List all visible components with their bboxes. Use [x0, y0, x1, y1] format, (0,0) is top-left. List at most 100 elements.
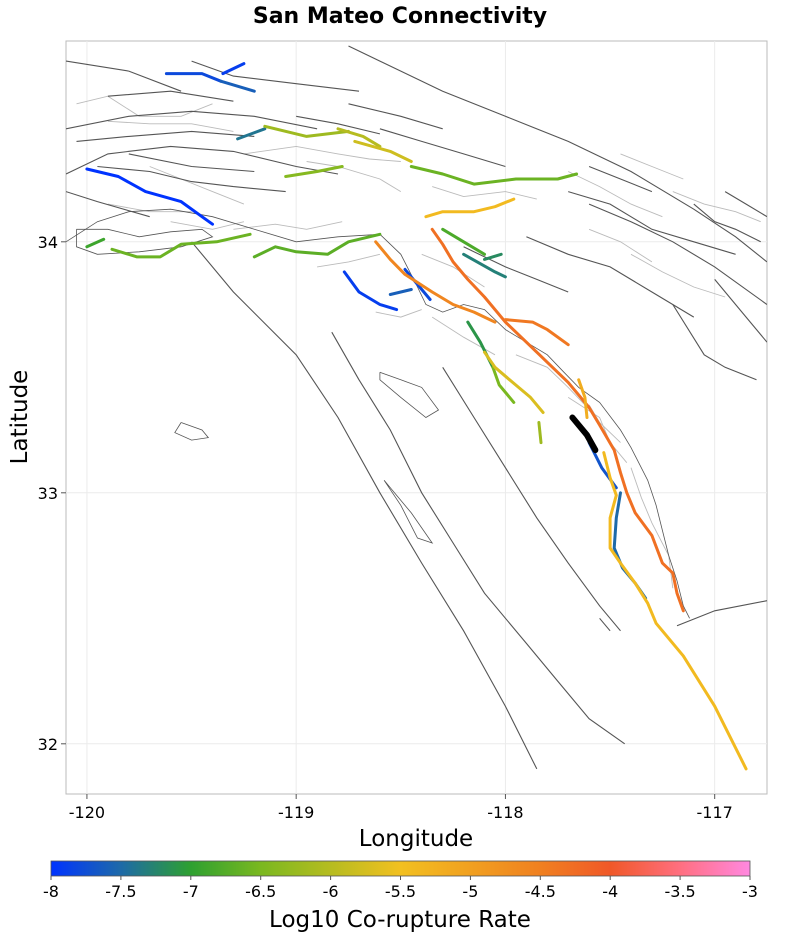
x-axis-ticks: -120 -119 -118 -117 — [69, 794, 733, 822]
corupture-fault-section — [577, 378, 589, 419]
corupture-fault-section — [537, 421, 543, 445]
background-fault — [599, 617, 611, 632]
background-fault — [588, 165, 653, 193]
background-fault — [296, 115, 381, 135]
source-fault-san-mateo — [569, 414, 599, 454]
colorbar-tick-label: -8 — [43, 882, 59, 901]
corupture-fault-section — [110, 232, 252, 259]
subsection-trace — [233, 221, 343, 230]
corupture-fault-section — [424, 197, 516, 219]
corupture-fault-section — [236, 127, 267, 141]
background-fault — [672, 304, 757, 381]
corupture-fault-section — [441, 227, 486, 256]
background-fault — [128, 153, 255, 173]
colorbar-tick-label: -3.5 — [664, 882, 695, 901]
subsection-trace — [672, 191, 761, 223]
y-axis-label: Latitude — [7, 370, 33, 465]
corupture-fault-section — [462, 252, 507, 279]
source-fault-layer — [569, 414, 599, 454]
subsection-trace — [630, 253, 726, 298]
corupture-fault-section — [85, 167, 214, 226]
y-tick-label: 32 — [38, 735, 58, 754]
background-fault — [693, 203, 761, 243]
subsection-trace — [568, 171, 663, 218]
corupture-fault-section — [388, 288, 413, 296]
background-fault — [442, 367, 621, 632]
subsection-layer — [76, 95, 761, 589]
corupture-fault-section — [342, 270, 399, 312]
background-fault — [724, 191, 767, 218]
coastline-trace — [379, 371, 440, 418]
colorbar-tick-label: -3 — [742, 882, 758, 901]
background-fault — [66, 110, 318, 130]
colorbar-tick-label: -6.5 — [245, 882, 276, 901]
map-title: San Mateo Connectivity — [253, 4, 547, 29]
corupture-fault-section — [252, 232, 382, 259]
subsection-trace — [170, 221, 245, 230]
background-fault — [191, 60, 360, 92]
background-fault — [379, 128, 506, 168]
background-fault — [191, 241, 538, 770]
coastline-trace — [383, 480, 434, 544]
corupture-fault-section — [503, 318, 570, 347]
subsection-trace — [317, 253, 381, 268]
colorbar-tick-label: -6 — [323, 882, 339, 901]
colored-fault-layer — [85, 62, 748, 771]
background-fault — [526, 236, 695, 318]
background-fault — [463, 246, 569, 293]
background-fault — [588, 203, 767, 305]
subsection-trace — [375, 309, 422, 318]
subsection-trace — [421, 253, 485, 288]
subsection-trace — [243, 145, 401, 162]
background-fault — [568, 191, 736, 255]
x-tick-label: -119 — [278, 803, 314, 822]
corupture-fault-section — [602, 451, 748, 771]
colorbar-tick-label: -4.5 — [525, 882, 556, 901]
colorbar-ticks: -8 -7.5 -7 -6.5 -6 -5.5 -5 -4.5 -4 -3.5 -3 — [43, 876, 758, 901]
x-tick-label: -118 — [487, 803, 523, 822]
y-tick-label: 33 — [38, 484, 58, 503]
corupture-fault-section — [483, 350, 545, 414]
corupture-fault-section — [353, 139, 413, 163]
colorbar-label: Log10 Co-rupture Rate — [269, 907, 531, 933]
background-fault — [66, 191, 150, 218]
background-fault — [107, 90, 234, 102]
subsection-trace — [76, 95, 213, 117]
corupture-fault-section — [284, 165, 344, 178]
background-fault — [76, 130, 255, 142]
background-fault-layer — [66, 45, 767, 770]
corupture-fault-section — [336, 127, 382, 148]
colorbar-tick-label: -7 — [183, 882, 199, 901]
background-fault — [714, 279, 767, 343]
subsection-trace — [107, 120, 234, 132]
coastline-trace — [174, 422, 210, 441]
corupture-fault-section — [403, 267, 432, 301]
colorbar-tick-label: -5.5 — [385, 882, 416, 901]
coastline-trace — [76, 228, 214, 255]
colorbar-tick-label: -4 — [602, 882, 618, 901]
background-fault — [676, 600, 767, 627]
subsection-trace — [630, 467, 674, 589]
x-tick-label: -120 — [69, 803, 105, 822]
subsection-trace — [306, 161, 402, 192]
background-fault — [66, 145, 339, 175]
coastline-layer — [66, 208, 690, 619]
corupture-fault-section — [221, 62, 246, 76]
corupture-fault-section — [483, 252, 503, 261]
x-tick-label: -117 — [697, 803, 733, 822]
background-fault — [97, 165, 286, 193]
background-fault — [348, 103, 443, 130]
map-layers — [66, 45, 767, 771]
background-fault — [66, 60, 182, 92]
corupture-fault-section — [374, 240, 497, 324]
subsection-trace — [149, 166, 245, 205]
subsection-trace — [107, 203, 192, 213]
coastline-trace — [66, 208, 690, 619]
corupture-fault-section — [263, 124, 350, 138]
corupture-fault-section — [409, 165, 579, 186]
colorbar-gradient — [50, 860, 751, 877]
x-axis-label: Longitude — [359, 826, 473, 852]
background-fault — [348, 45, 767, 263]
subsection-trace — [620, 153, 684, 180]
